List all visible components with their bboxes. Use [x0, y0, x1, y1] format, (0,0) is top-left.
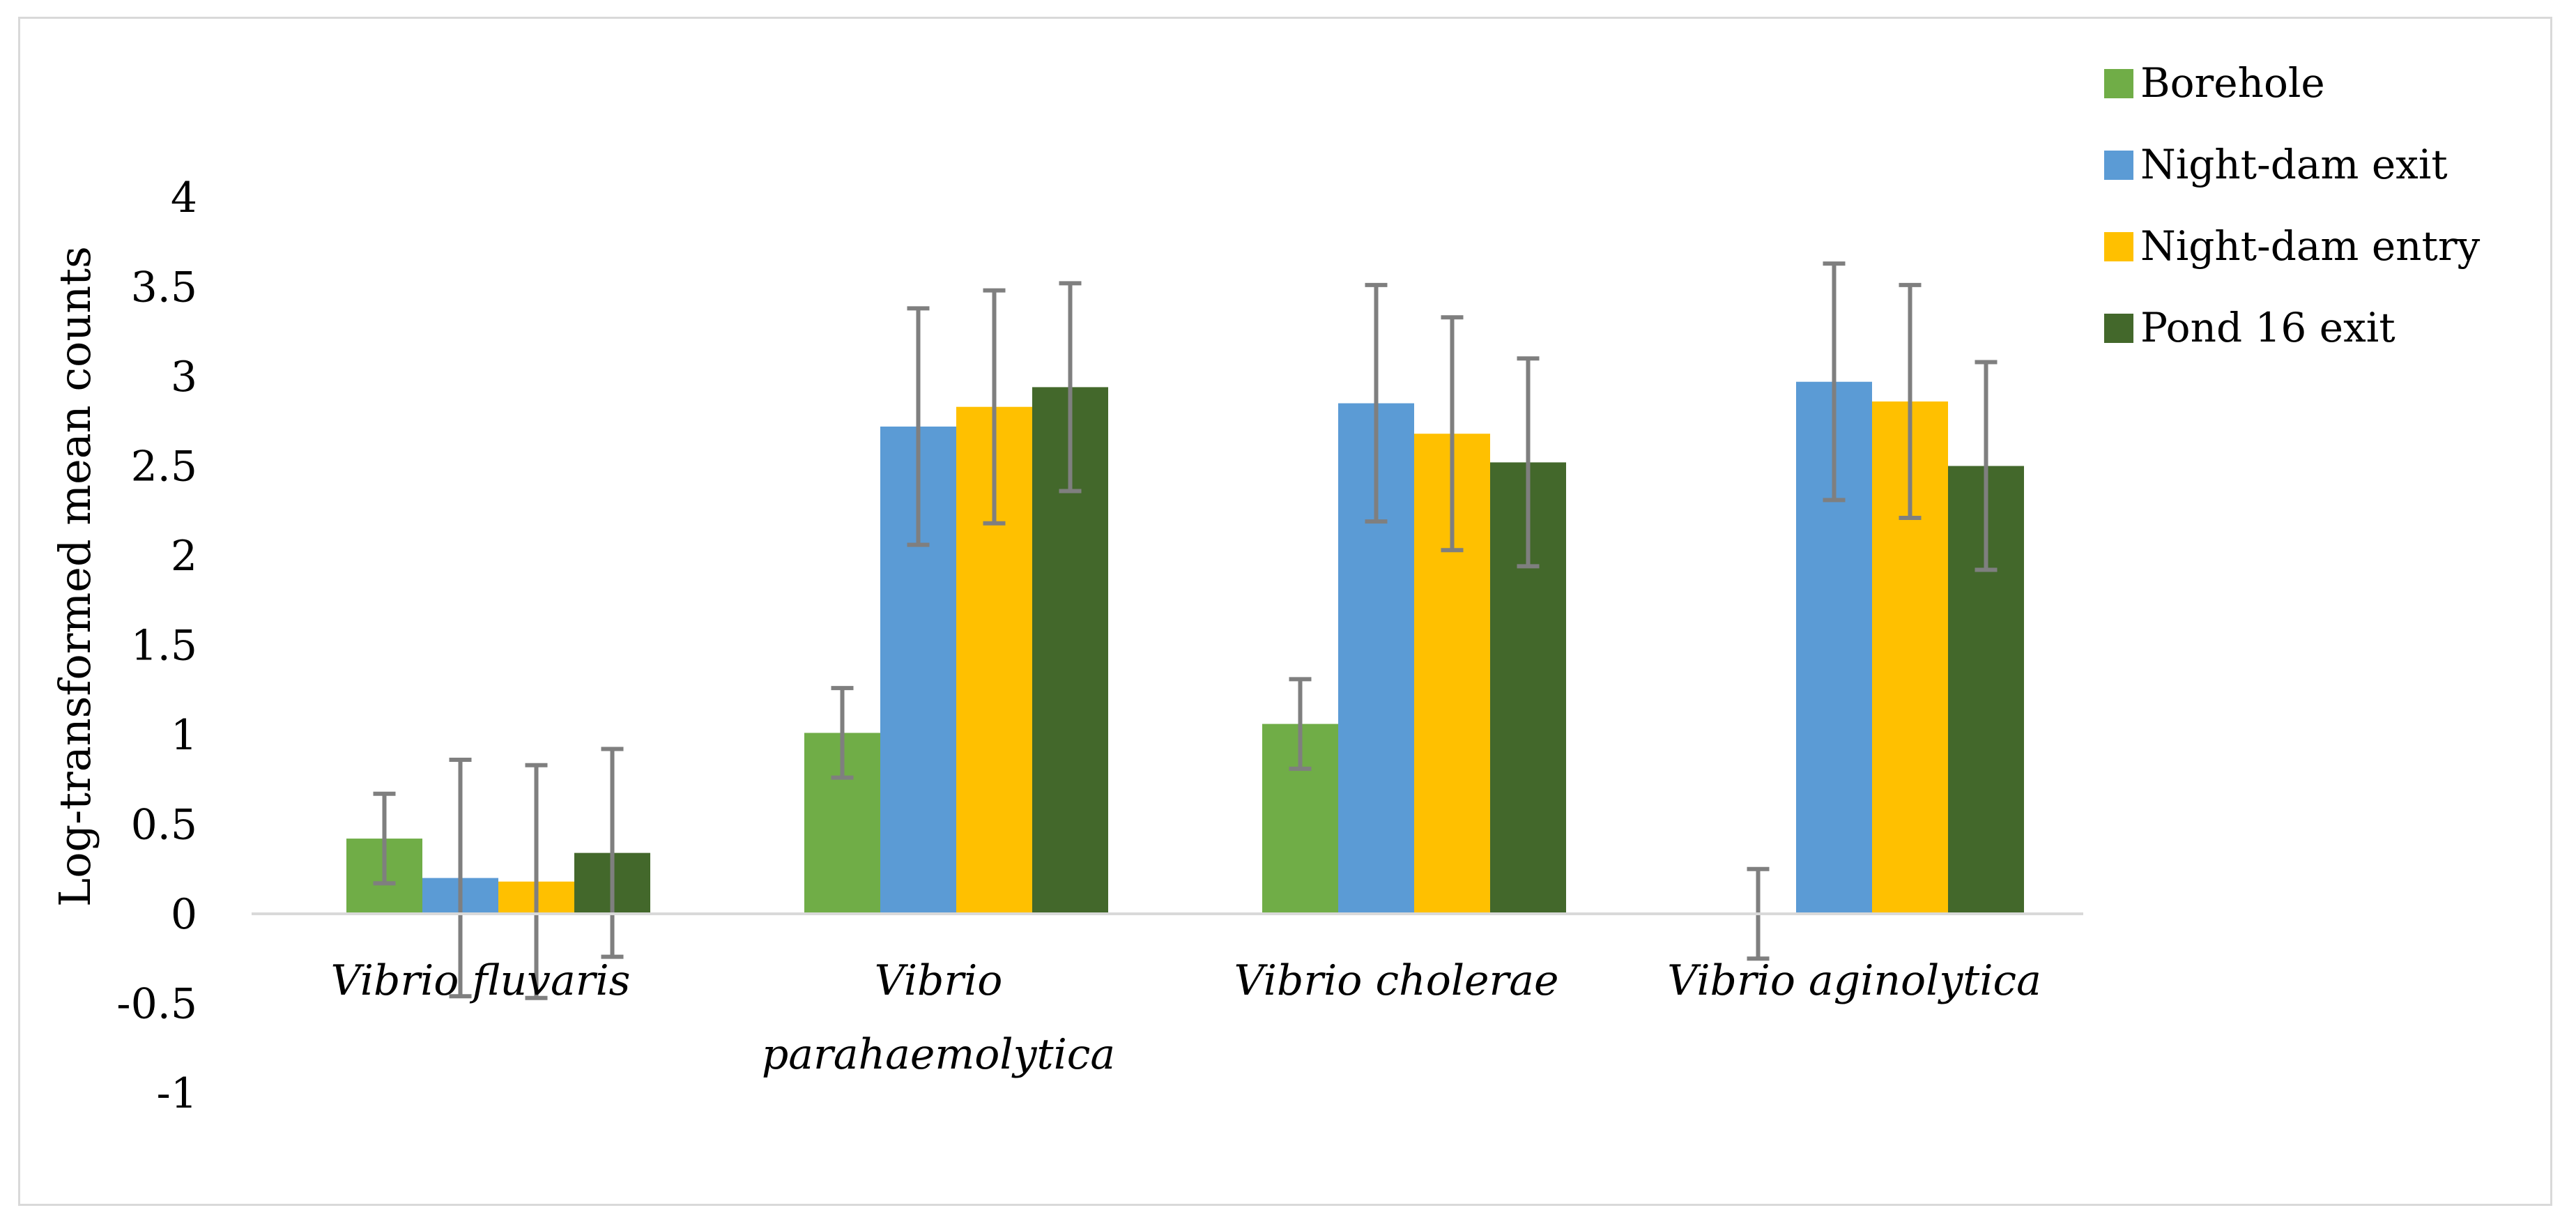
error-bar-night-dam-entry-2	[1441, 315, 1464, 553]
y-tick-label: 2	[171, 532, 197, 581]
bar-chart: Log-transformed mean counts 4 3.5 3 2.5 2 1.5…	[49, 59, 2481, 1118]
category-label-1: Vibrio	[875, 956, 1003, 1005]
error-bar-borehole-0	[373, 791, 396, 886]
legend-label: Night-dam exit	[2140, 141, 2448, 188]
error-bar-night-dam-exit-1	[907, 306, 930, 547]
y-tick-label: -0.5	[116, 980, 197, 1029]
category-label-3: Vibrio aginolytica	[1667, 956, 2041, 1005]
error-bar-pond-16-exit-2	[1517, 356, 1540, 569]
error-bar-night-dam-exit-0	[449, 757, 472, 999]
legend-swatch	[2104, 151, 2133, 180]
legend-item-pond-16-exit: Pond 16 exit	[2104, 304, 2395, 351]
legend-swatch	[2104, 69, 2133, 98]
legend-swatch	[2104, 314, 2133, 343]
error-bar-pond-16-exit-3	[1975, 360, 1998, 572]
chart-area: Log-transformed mean counts 4 3.5 3 2.5 2 1.5…	[18, 17, 2552, 1206]
legend: Borehole Night-dam exit Night-dam entry Pon…	[2104, 59, 2481, 351]
y-tick-label: 4	[171, 174, 197, 222]
legend-label: Pond 16 exit	[2140, 304, 2395, 351]
legend-label: Borehole	[2140, 59, 2325, 107]
error-bar-night-dam-entry-0	[525, 763, 548, 1000]
category-labels: Vibrio fluvaris Vibrio parahaemolytica Vibr…	[331, 956, 2041, 1079]
legend-item-night-dam-exit: Night-dam exit	[2104, 141, 2448, 188]
error-bars	[373, 261, 1998, 1000]
y-axis-title-group: Log-transformed mean counts	[49, 246, 100, 907]
error-bar-pond-16-exit-1	[1059, 281, 1082, 494]
y-tick-label: 3	[171, 353, 197, 401]
legend-label: Night-dam entry	[2140, 222, 2481, 270]
error-bar-night-dam-exit-2	[1365, 282, 1388, 524]
error-bar-night-dam-entry-3	[1899, 282, 1922, 521]
y-tick-label: 1.5	[131, 622, 197, 671]
y-tick-label: 0	[171, 890, 197, 939]
y-axis-ticks: 4 3.5 3 2.5 2 1.5 1 0.5 0 -0.5 -1	[116, 174, 197, 1118]
legend-swatch	[2104, 232, 2133, 261]
error-bar-pond-16-exit-0	[601, 747, 624, 959]
y-tick-label: 3.5	[131, 263, 197, 312]
y-tick-label: 2.5	[131, 443, 197, 491]
category-label-2: Vibrio cholerae	[1234, 956, 1559, 1005]
error-bar-borehole-1	[831, 686, 854, 780]
y-tick-label: 0.5	[131, 801, 197, 850]
error-bar-borehole-2	[1289, 677, 1312, 771]
error-bar-night-dam-exit-3	[1823, 261, 1846, 503]
y-tick-label: -1	[157, 1069, 197, 1118]
y-axis-title: Log-transformed mean counts	[49, 246, 100, 907]
category-label-0: Vibrio fluvaris	[331, 956, 631, 1005]
y-tick-label: 1	[171, 711, 197, 760]
bars	[346, 381, 2024, 914]
legend-item-night-dam-entry: Night-dam entry	[2104, 222, 2481, 270]
legend-item-borehole: Borehole	[2104, 59, 2325, 107]
error-bar-night-dam-entry-1	[983, 288, 1006, 526]
category-label-1: parahaemolytica	[762, 1030, 1115, 1079]
